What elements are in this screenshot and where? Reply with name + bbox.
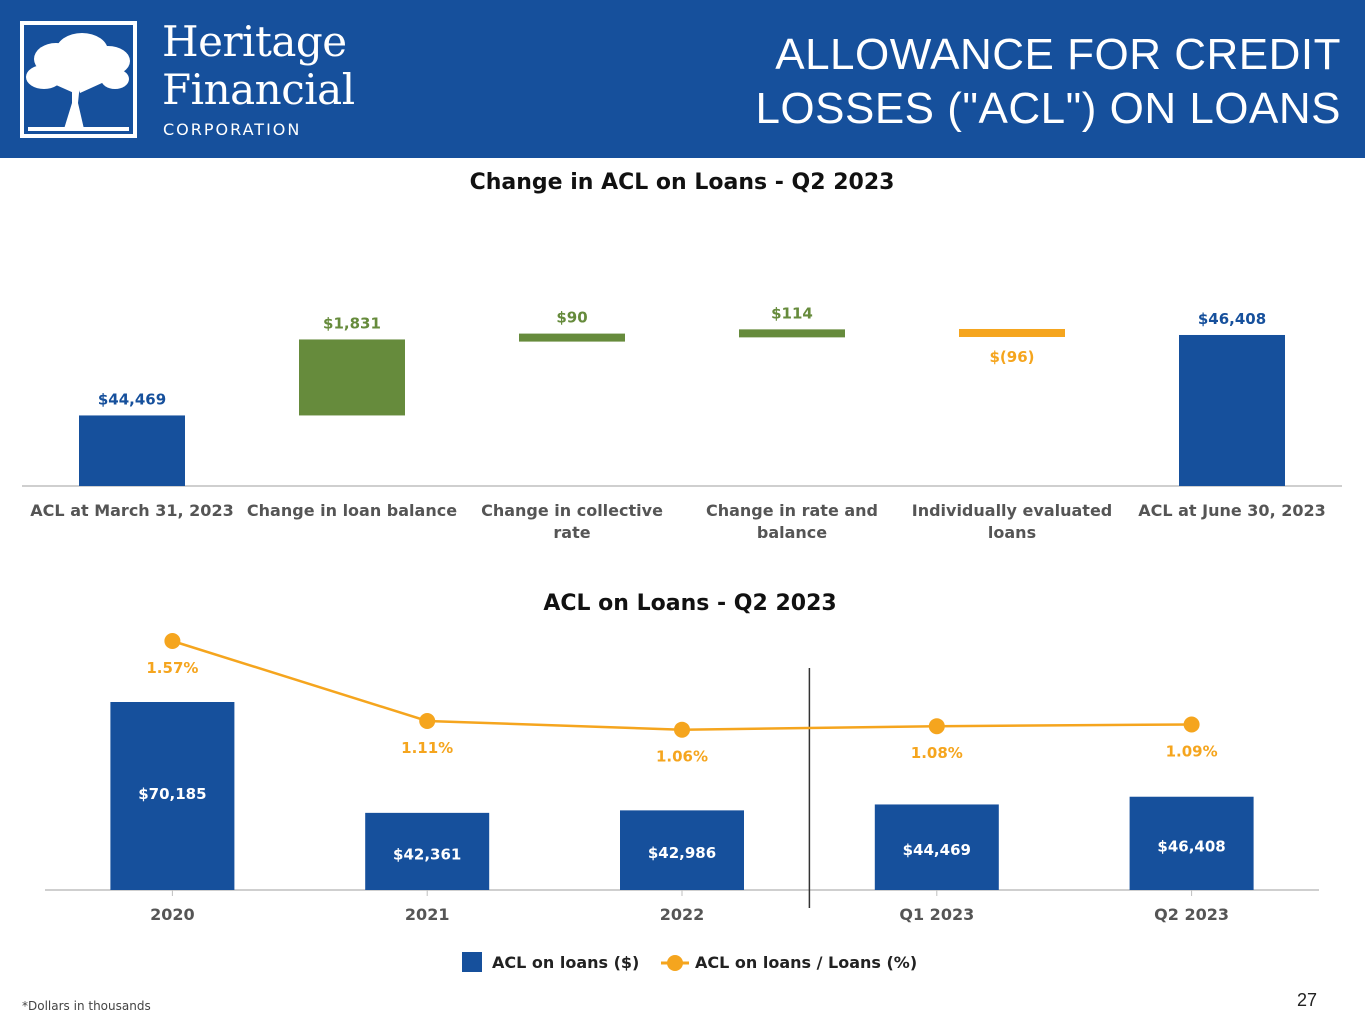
- acl-chart-title: ACL on Loans - Q2 2023: [543, 591, 836, 616]
- acl-bar-label: $42,986: [648, 844, 716, 862]
- waterfall-bar: [519, 333, 625, 342]
- waterfall-bar: [739, 329, 845, 338]
- chart-legend: ACL on loans ($) ACL on loans / Loans (%…: [462, 952, 917, 972]
- waterfall-bar: [959, 328, 1065, 337]
- waterfall-category-label: Change in loan balance: [247, 501, 457, 520]
- footnote: *Dollars in thousands: [22, 999, 151, 1013]
- acl-percent-label: 1.06%: [656, 748, 708, 766]
- waterfall-data-label: $(96): [989, 348, 1034, 366]
- acl-bar: [110, 702, 235, 890]
- acl-bar-label: $42,361: [393, 845, 461, 863]
- waterfall-data-label: $1,831: [323, 314, 381, 332]
- legend-label-bars: ACL on loans ($): [492, 953, 639, 972]
- acl-percent-marker: [164, 633, 181, 649]
- acl-category-label: 2022: [660, 905, 705, 924]
- waterfall-data-label: $114: [771, 304, 813, 322]
- waterfall-category-label: loans: [988, 523, 1036, 542]
- acl-percent-label: 1.08%: [911, 744, 963, 762]
- header-banner: Heritage Financial CORPORATION ALLOWANCE…: [0, 0, 1365, 158]
- waterfall-bar: [1179, 334, 1285, 486]
- acl-category-label: Q1 2023: [899, 905, 974, 924]
- waterfall-chart-title: Change in ACL on Loans - Q2 2023: [470, 170, 895, 195]
- waterfall-category-label: Individually evaluated: [912, 501, 1113, 520]
- legend-swatch-bars: [462, 952, 482, 972]
- waterfall-category-label: Change in rate and: [706, 501, 878, 520]
- acl-bar: [365, 812, 490, 890]
- waterfall-data-label: $46,408: [1198, 310, 1266, 328]
- slide-title-line-1: ALLOWANCE FOR CREDIT: [775, 30, 1341, 79]
- acl-percent-marker: [928, 718, 945, 735]
- page-number: 27: [1297, 990, 1318, 1010]
- slide-title-line-2: LOSSES ("ACL") ON LOANS: [755, 84, 1341, 133]
- acl-percent-marker: [674, 721, 690, 738]
- waterfall-bar: [299, 339, 405, 416]
- waterfall-chart: $44,469 ACL at March 31, 2023 $1,831 Change…: [22, 304, 1342, 542]
- acl-bar-label: $44,469: [903, 841, 971, 859]
- acl-percent-label: 1.09%: [1166, 742, 1218, 760]
- waterfall-category-label: rate: [553, 523, 590, 542]
- acl-percent-marker: [419, 713, 436, 729]
- acl-bar: [620, 810, 744, 890]
- tree-logo-icon: [20, 21, 137, 138]
- waterfall-category-label: balance: [757, 523, 827, 542]
- acl-category-label: Q2 2023: [1154, 905, 1229, 924]
- legend-swatch-marker: [667, 955, 683, 971]
- logo-text-corporation: CORPORATION: [163, 120, 302, 139]
- logo-text-financial: Financial: [162, 65, 355, 114]
- acl-bar-label: $70,185: [138, 785, 206, 803]
- acl-category-label: 2021: [405, 905, 450, 924]
- acl-bar-label: $46,408: [1157, 837, 1225, 855]
- acl-percent-label: 1.11%: [401, 739, 453, 757]
- waterfall-data-label: $90: [556, 309, 587, 327]
- waterfall-data-label: $44,469: [98, 390, 166, 408]
- logo-text-heritage: Heritage: [162, 17, 347, 66]
- legend-label-line: ACL on loans / Loans (%): [695, 953, 917, 972]
- waterfall-bar: [79, 415, 185, 486]
- acl-bar: [874, 804, 999, 890]
- acl-bar: [1129, 796, 1254, 890]
- waterfall-category-label: Change in collective: [481, 501, 663, 520]
- acl-percent-line: [172, 639, 1192, 731]
- acl-percent-marker: [1183, 716, 1200, 733]
- waterfall-category-label: ACL at June 30, 2023: [1138, 501, 1326, 520]
- acl-category-label: 2020: [150, 905, 195, 924]
- acl-bar-line-chart: $70,185 2020 $42,361 2021 $42,986 2022 $44,469…: [45, 633, 1319, 924]
- acl-percent-label: 1.57%: [146, 659, 198, 677]
- waterfall-category-label: ACL at March 31, 2023: [30, 501, 233, 520]
